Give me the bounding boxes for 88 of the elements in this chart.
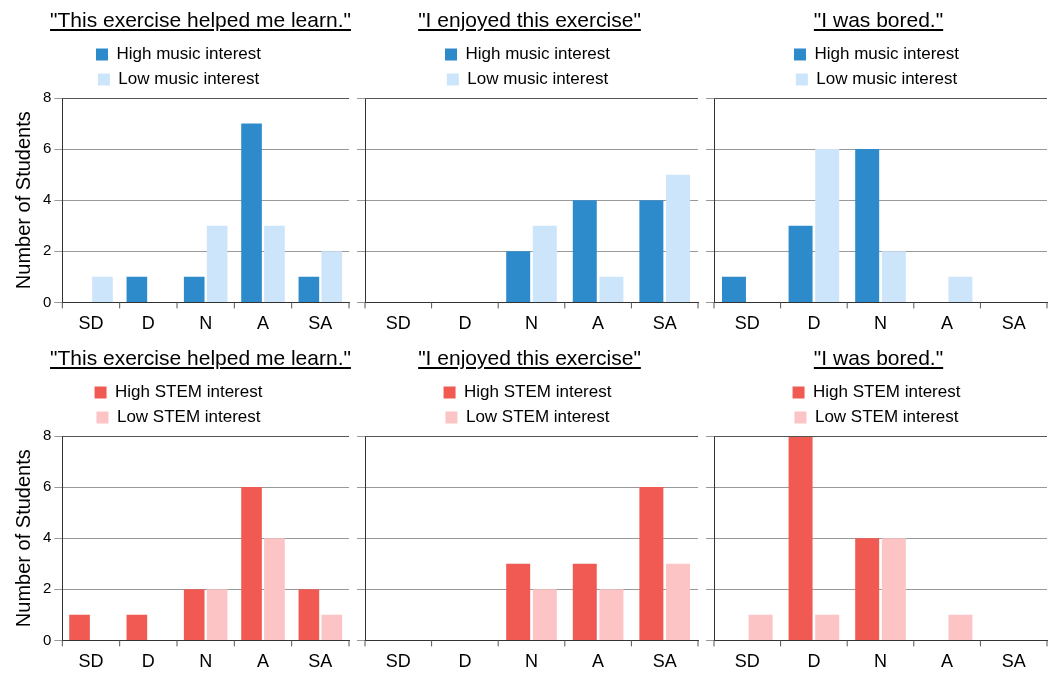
x-tick-label: N xyxy=(525,651,538,672)
bar xyxy=(241,123,262,302)
legend-label: Low music interest xyxy=(816,69,958,89)
x-tick-label: A xyxy=(256,651,270,672)
x-tick-label: SD xyxy=(78,651,104,672)
bar xyxy=(298,589,320,640)
bar xyxy=(815,149,840,302)
x-tick-label: SD xyxy=(734,313,760,334)
chart-title: "I was bored." xyxy=(812,8,945,33)
x-tick-label: N xyxy=(874,313,887,334)
x-tick-label: SD xyxy=(385,313,411,334)
x-tick-label: SA xyxy=(1001,651,1026,672)
x-tick-label: D xyxy=(458,313,472,334)
x-tick-label: SA xyxy=(652,651,677,672)
x-tick-label: A xyxy=(941,651,954,672)
chart-title: "This exercise helped me learn." xyxy=(49,346,352,371)
x-tick-label: N xyxy=(199,651,213,672)
x-tick-label: SD xyxy=(734,651,760,672)
y-tick-label: 0 xyxy=(43,292,52,310)
y-tick-label: 6 xyxy=(43,477,52,495)
bar xyxy=(206,225,228,302)
bar xyxy=(948,276,973,302)
legend-label: Low music interest xyxy=(467,69,609,89)
legend-label: Low STEM interest xyxy=(116,407,261,427)
bar xyxy=(639,200,664,302)
bar xyxy=(721,276,746,302)
bar xyxy=(183,276,205,302)
bar xyxy=(599,276,624,302)
bar xyxy=(183,589,205,640)
y-tick-label: 6 xyxy=(43,139,52,157)
y-tick-label: 0 xyxy=(43,630,52,648)
x-tick-label: D xyxy=(141,651,155,672)
bar xyxy=(298,276,320,302)
legend-label: High STEM interest xyxy=(464,382,612,402)
chart-title: "I was bored." xyxy=(812,346,945,371)
x-tick-label: N xyxy=(199,313,213,334)
y-axis-title: Number of Students xyxy=(11,449,34,628)
bar xyxy=(532,225,557,302)
legend-label: High music interest xyxy=(814,44,960,64)
bar xyxy=(241,487,262,640)
x-tick-label: D xyxy=(807,651,821,672)
x-tick-label: D xyxy=(458,651,472,672)
bar xyxy=(264,538,285,640)
y-tick-label: 4 xyxy=(43,190,52,208)
bar xyxy=(881,251,906,302)
chart-title: "This exercise helped me learn." xyxy=(49,8,352,33)
x-tick-label: D xyxy=(807,313,821,334)
chart-title: "I enjoyed this exercise" xyxy=(417,346,642,371)
x-tick-label: N xyxy=(525,313,538,334)
x-tick-label: SA xyxy=(652,313,677,334)
y-tick-label: 2 xyxy=(43,241,52,259)
bar xyxy=(264,225,285,302)
legend-label: High STEM interest xyxy=(813,382,961,402)
x-tick-label: SD xyxy=(385,651,411,672)
x-tick-label: A xyxy=(256,313,270,334)
y-tick-label: 4 xyxy=(43,528,52,546)
legend-label: High music interest xyxy=(116,44,262,64)
x-tick-label: A xyxy=(941,313,954,334)
legend-label: High music interest xyxy=(465,44,611,64)
x-tick-label: A xyxy=(592,313,605,334)
bar xyxy=(572,200,597,302)
bar xyxy=(855,149,880,302)
x-tick-label: SA xyxy=(308,651,333,672)
y-tick-label: 8 xyxy=(43,426,52,444)
x-tick-label: SA xyxy=(308,313,333,334)
bar xyxy=(788,225,813,302)
bar xyxy=(92,276,113,302)
bar xyxy=(321,251,343,302)
x-tick-label: SD xyxy=(78,313,104,334)
x-tick-label: SA xyxy=(1001,313,1026,334)
x-tick-label: A xyxy=(592,651,605,672)
y-tick-label: 2 xyxy=(43,579,52,597)
bar xyxy=(321,614,343,640)
bar xyxy=(69,614,90,640)
bar xyxy=(506,251,531,302)
legend-label: High STEM interest xyxy=(115,382,263,402)
bar xyxy=(206,589,228,640)
legend-label: Low music interest xyxy=(118,69,260,89)
x-tick-label: N xyxy=(874,651,887,672)
y-tick-label: 8 xyxy=(43,88,52,106)
y-axis-title: Number of Students xyxy=(11,111,34,290)
legend-label: Low STEM interest xyxy=(814,407,959,427)
bar xyxy=(126,276,148,302)
chart-title: "I enjoyed this exercise" xyxy=(417,8,642,33)
bar xyxy=(666,174,691,302)
bar xyxy=(126,614,148,640)
x-tick-label: D xyxy=(141,313,155,334)
legend-label: Low STEM interest xyxy=(465,407,610,427)
